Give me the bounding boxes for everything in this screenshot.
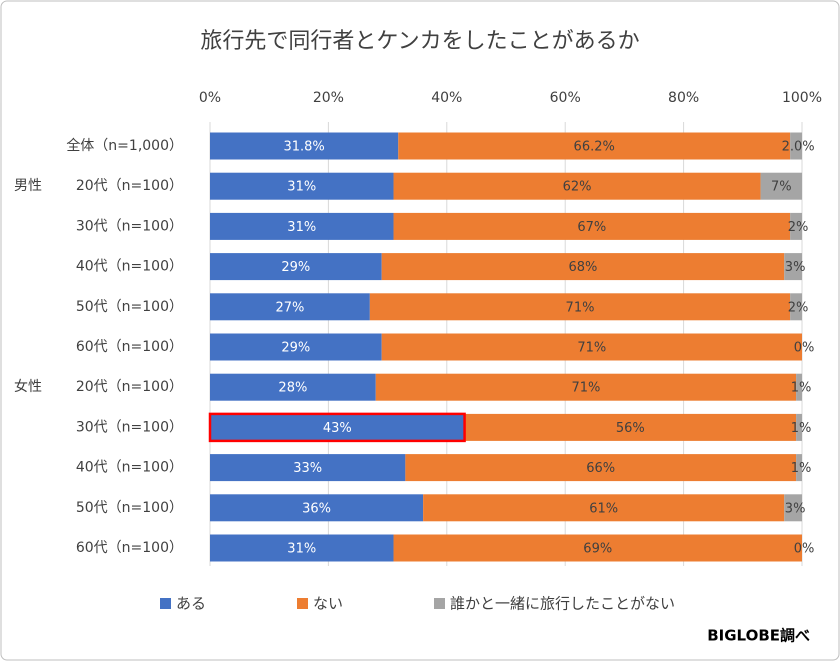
bar-segment xyxy=(398,132,791,160)
bar-segment xyxy=(784,253,802,281)
value-label: 33% xyxy=(293,461,322,476)
value-label: 1% xyxy=(791,421,812,436)
y-tick-label: 30代（n=100） xyxy=(76,419,183,435)
value-label: 2% xyxy=(788,300,809,315)
bar-segment xyxy=(405,454,797,482)
value-label: 67% xyxy=(577,220,606,235)
y-tick-label: 30代（n=100） xyxy=(76,218,183,234)
value-label: 0% xyxy=(794,542,815,557)
legend-label: ある xyxy=(176,595,206,613)
value-label: 3% xyxy=(785,501,806,516)
value-label: 71% xyxy=(577,341,606,356)
bar-segment xyxy=(790,293,802,321)
value-label: 36% xyxy=(302,501,331,516)
bar-segment xyxy=(423,494,785,522)
bar-segment xyxy=(393,172,761,200)
bar-segment xyxy=(210,494,424,522)
bar-segment xyxy=(381,253,785,281)
x-tick-label: 0% xyxy=(199,90,221,106)
value-label: 66% xyxy=(586,461,615,476)
value-label: 1% xyxy=(791,381,812,396)
legend-swatch xyxy=(297,598,308,609)
value-label: 62% xyxy=(563,180,592,195)
x-tick-label: 40% xyxy=(431,90,462,106)
value-label: 0% xyxy=(794,341,815,356)
y-tick-label: 40代（n=100） xyxy=(76,460,183,476)
y-tick-label: 60代（n=100） xyxy=(76,540,183,556)
bar-segment xyxy=(369,293,791,321)
legend-label: ない xyxy=(313,595,343,613)
bar-segment xyxy=(210,212,394,240)
x-tick-label: 60% xyxy=(550,90,581,106)
y-tick-label: 60代（n=100） xyxy=(76,339,183,355)
bar-segment xyxy=(210,454,406,482)
bar-segment xyxy=(210,172,394,200)
bar-segment xyxy=(796,454,802,482)
bar-segment xyxy=(796,373,802,401)
group-label: 女性 xyxy=(14,378,42,395)
value-label: 31% xyxy=(287,220,316,235)
y-tick-label: 20代（n=100） xyxy=(76,379,183,395)
value-label: 27% xyxy=(275,300,304,315)
value-label: 3% xyxy=(785,260,806,275)
value-label: 31% xyxy=(287,542,316,557)
x-tick-label: 80% xyxy=(668,90,699,106)
highlight-box xyxy=(208,412,466,443)
bar-segment xyxy=(760,172,802,200)
value-label: 56% xyxy=(616,421,645,436)
legend-swatch xyxy=(160,598,171,609)
value-label: 71% xyxy=(571,381,600,396)
x-tick-label: 20% xyxy=(313,90,344,106)
value-label: 28% xyxy=(278,381,307,396)
value-label: 29% xyxy=(281,260,310,275)
value-label: 69% xyxy=(583,542,612,557)
bar-segment xyxy=(210,132,399,160)
y-tick-label: 50代（n=100） xyxy=(76,299,183,315)
bar-segment xyxy=(381,333,802,361)
x-tick-label: 100% xyxy=(782,90,822,106)
group-label: 男性 xyxy=(14,178,42,194)
value-label: 1% xyxy=(791,461,812,476)
value-label: 61% xyxy=(589,501,618,516)
y-tick-label: 全体（n=1,000） xyxy=(66,137,183,154)
chart-title: 旅行先で同行者とケンカをしたことがあるか xyxy=(200,29,639,54)
y-tick-label: 50代（n=100） xyxy=(76,500,183,516)
value-label: 43% xyxy=(323,421,352,436)
legend-swatch xyxy=(434,598,445,609)
bar-segment xyxy=(790,132,802,160)
value-label: 2% xyxy=(788,220,809,235)
bar-segment xyxy=(796,413,802,441)
value-label: 71% xyxy=(566,300,595,315)
value-label: 31.8% xyxy=(283,140,324,155)
bar-segment xyxy=(784,494,802,522)
bar-segment xyxy=(464,413,797,441)
bar-segment xyxy=(790,212,802,240)
value-label: 66.2% xyxy=(574,140,615,155)
value-label: 68% xyxy=(569,260,598,275)
bar-segment xyxy=(393,534,802,562)
bar-segment xyxy=(210,534,394,562)
y-tick-label: 20代（n=100） xyxy=(76,178,183,194)
value-label: 2.0% xyxy=(782,140,815,155)
bar-segment xyxy=(210,373,376,401)
bar-segment xyxy=(210,293,370,321)
value-label: 31% xyxy=(287,180,316,195)
value-label: 7% xyxy=(771,180,792,195)
y-tick-label: 40代（n=100） xyxy=(76,259,183,275)
legend-label: 誰かと一緒に旅行したことがない xyxy=(450,595,675,613)
bar-segment xyxy=(375,373,797,401)
bar-segment xyxy=(210,333,382,361)
value-label: 29% xyxy=(281,341,310,356)
source: BIGLOBE調べ xyxy=(707,627,810,645)
bar-segment xyxy=(210,253,382,281)
bar-segment xyxy=(393,212,791,240)
bar-segment xyxy=(210,413,465,441)
